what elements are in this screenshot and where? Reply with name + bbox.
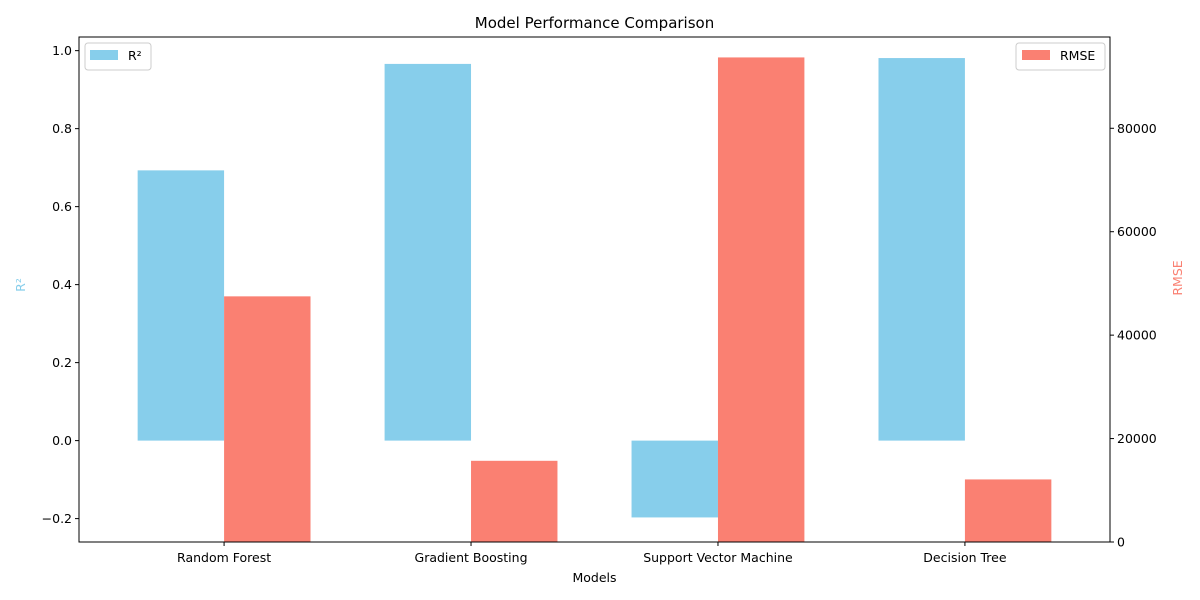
chart-title: Model Performance Comparison: [475, 14, 714, 32]
x-tick-label-0: Random Forest: [177, 550, 271, 565]
bar-rmse-1: [471, 460, 558, 542]
y-left-tick-label-0: −0.2: [42, 511, 72, 526]
bar-rmse-0: [224, 296, 311, 542]
y-right-tick-label-1: 20000: [1117, 431, 1157, 446]
bar-r2-0: [137, 170, 225, 441]
x-axis-label: Models: [572, 570, 616, 585]
y-right-tick-label-3: 60000: [1117, 224, 1157, 239]
bar-rmse-2: [717, 57, 805, 542]
legend-r2-label: R²: [128, 48, 142, 63]
legend-rmse: RMSE: [1015, 42, 1106, 71]
bar-r2-3: [878, 58, 965, 441]
bar-r2-2: [631, 440, 718, 518]
y-left-tick-label-5: 0.8: [52, 121, 72, 136]
x-tick-label-2: Support Vector Machine: [643, 550, 793, 565]
y-left-tick-label-2: 0.2: [52, 355, 72, 370]
legend-rmse-swatch: [1022, 50, 1050, 60]
y-axis-left-label: R²: [13, 278, 28, 292]
y-right-tick-label-2: 40000: [1117, 328, 1157, 343]
x-tick-label-3: Decision Tree: [923, 550, 1007, 565]
y-left-tick-label-6: 1.0: [52, 43, 72, 58]
x-tick-label-1: Gradient Boosting: [415, 550, 528, 565]
bar-rmse-3: [964, 479, 1052, 542]
y-left-tick-label-4: 0.6: [52, 199, 72, 214]
y-left-tick-label-1: 0.0: [52, 433, 72, 448]
y-right-tick-label-4: 80000: [1117, 121, 1157, 136]
axes-layer: Random Forest Gradient Boosting Support Ve…: [42, 36, 1157, 565]
y-axis-right-label: RMSE: [1170, 260, 1185, 295]
plot-frame: [78, 36, 1111, 543]
y-right-tick-label-0: 0: [1117, 535, 1125, 550]
bars-layer: [137, 57, 1052, 542]
bar-r2-1: [384, 63, 472, 441]
y-left-tick-label-3: 0.4: [52, 277, 72, 292]
legend-r2: R²: [84, 42, 152, 71]
legend-rmse-label: RMSE: [1060, 48, 1095, 63]
legend-r2-swatch: [90, 50, 118, 60]
